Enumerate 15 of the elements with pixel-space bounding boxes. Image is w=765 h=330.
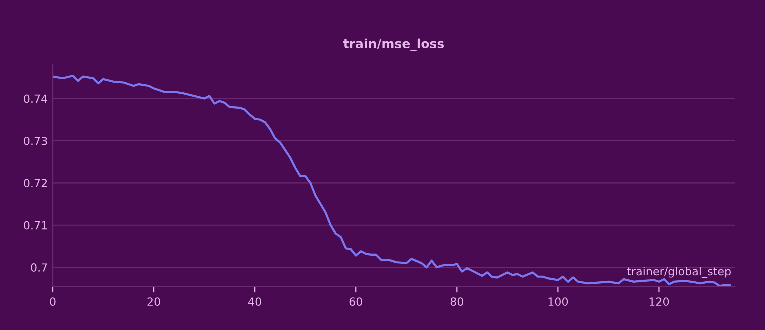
- x-tick-label: 20: [148, 298, 160, 306]
- x-axis-title: trainer/global_step: [627, 267, 731, 278]
- y-tick-label: 0.7: [31, 264, 48, 272]
- x-tick-label: 60: [350, 298, 362, 306]
- chart-title: train/mse_loss: [344, 38, 444, 52]
- x-tick-label: 120: [650, 298, 670, 306]
- y-tick-label: 0.71: [24, 221, 48, 230]
- x-tick-label: 100: [548, 298, 568, 306]
- y-tick-label: 0.74: [24, 94, 48, 104]
- line-series: [53, 74, 731, 287]
- x-tick-label: 40: [248, 298, 262, 306]
- y-tick-label: 0.73: [24, 136, 48, 146]
- x-tick-label: 0: [50, 298, 56, 306]
- x-tick-label: 80: [450, 298, 464, 306]
- y-tick-label: 0.72: [24, 179, 48, 188]
